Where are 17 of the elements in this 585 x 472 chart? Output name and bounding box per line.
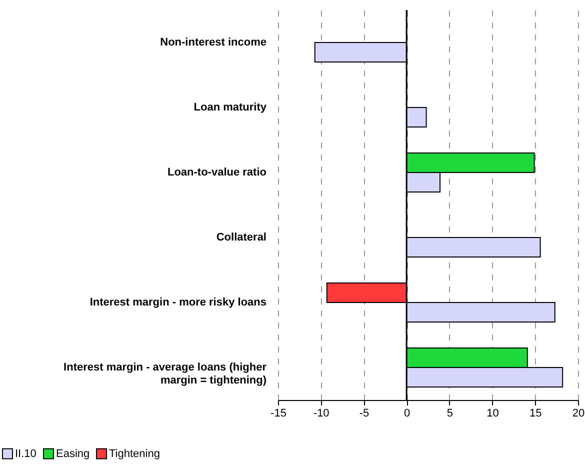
- y-tick-label: Non-interest income: [160, 36, 266, 48]
- y-tick-label: Interest margin - more risky loans: [90, 296, 266, 308]
- x-tick-label: 20: [572, 408, 585, 420]
- x-tick-label: 5: [446, 408, 453, 420]
- x-tick-label: 15: [530, 408, 542, 420]
- y-tick-label: Loan-to-value ratio: [167, 166, 267, 178]
- x-tick-label: 0: [404, 408, 410, 420]
- legend-label: II.10: [15, 448, 36, 460]
- y-tick-label: Collateral: [216, 232, 266, 244]
- x-tick-label: -10: [313, 408, 330, 420]
- y-tick-label: Interest margin - average loans (higher margin = tightening): [64, 362, 268, 386]
- x-tick-label: -15: [270, 408, 286, 420]
- y-tick-label: Loan maturity: [194, 102, 268, 114]
- x-tick-label: 10: [486, 408, 499, 420]
- x-tick-label: -5: [359, 408, 370, 420]
- legend-label: Easing: [56, 448, 90, 460]
- legend-label: Tightening: [109, 448, 160, 460]
